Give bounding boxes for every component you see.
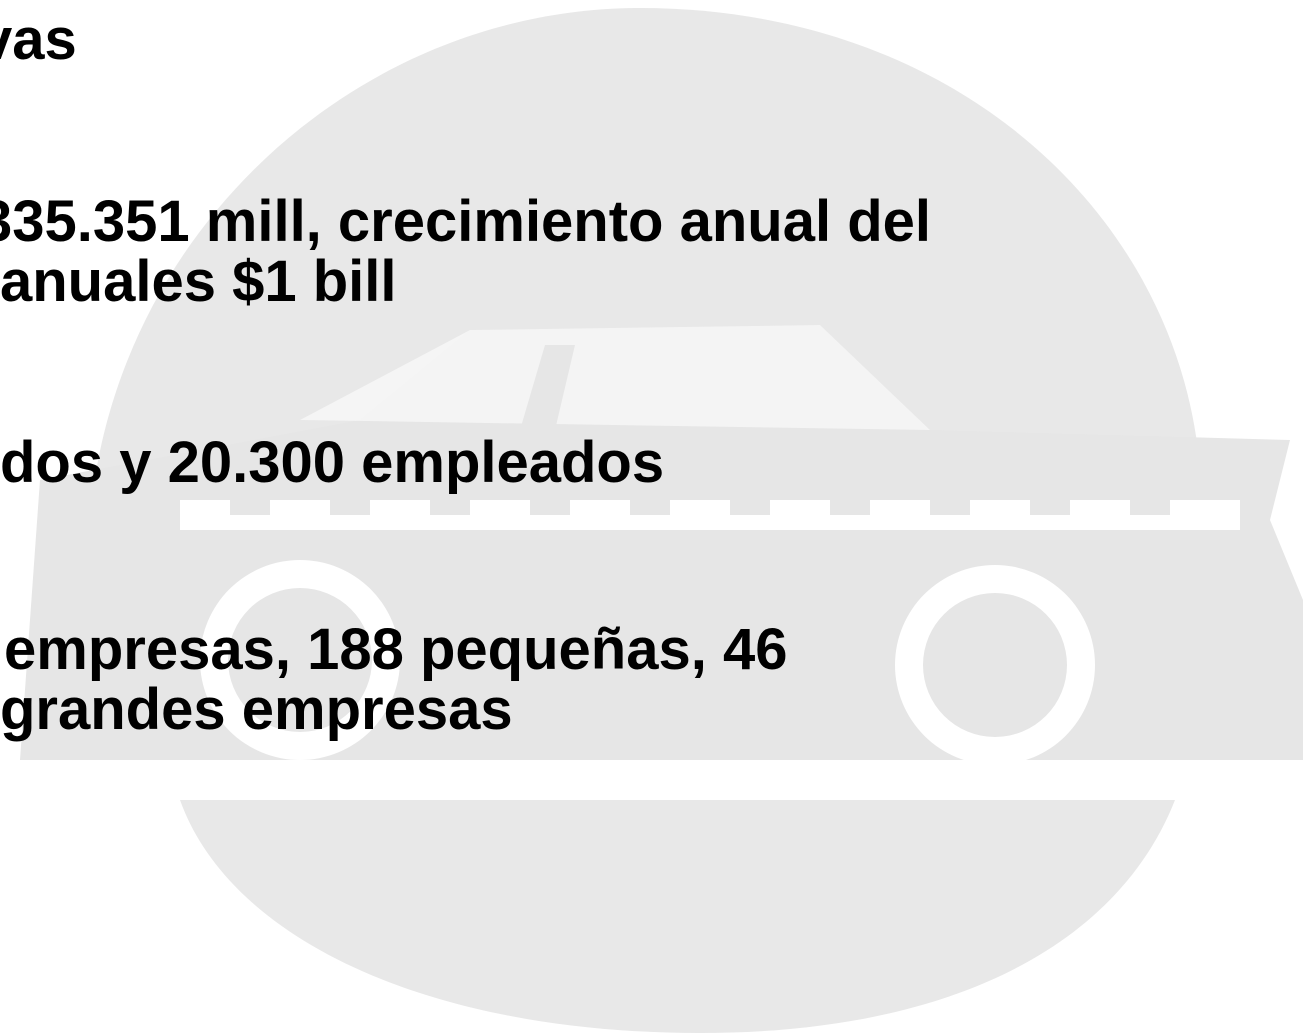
text-line: empresas, 188 pequeñas, 46	[4, 620, 787, 680]
text-line: grandes empresas	[0, 680, 513, 740]
text-line: anuales $1 bill	[0, 252, 397, 312]
text-line: vas	[0, 10, 77, 70]
text-line: 335.351 mill, crecimiento anual del	[0, 192, 931, 252]
slide: {"lines": ["vas", "335.351 mill, crecimi…	[0, 0, 1303, 1033]
text-line: dos y 20.300 empleados	[0, 433, 664, 493]
watermark-logo	[0, 0, 1303, 1033]
